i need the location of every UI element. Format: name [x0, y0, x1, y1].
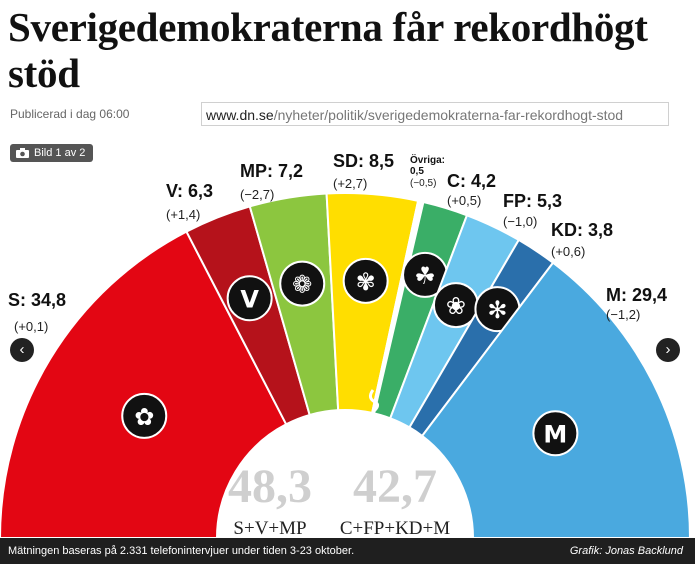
url-domain: www.dn.se	[206, 107, 274, 123]
label-kd: KD: 3,8	[551, 220, 613, 240]
svg-text:✻: ✻	[487, 296, 507, 324]
bloc-total-1: 48,3	[228, 460, 312, 513]
v-icon: V	[226, 275, 273, 322]
image-counter-text: Bild 1 av 2	[34, 147, 86, 159]
svg-text:☘: ☘	[414, 262, 436, 290]
poll-semicircle-chart: ✿ S: 34,8 (+0,1) V V: 6,3 (+1,4) ❁ MP: 7,2 (−2,7…	[0, 151, 692, 539]
svg-text:✿: ✿	[134, 403, 154, 431]
flower-icon: ✾	[342, 257, 389, 304]
inner-disc	[217, 410, 473, 538]
label-övriga: Övriga:	[410, 153, 445, 166]
bloc-label-1: S+V+MP	[233, 518, 306, 539]
label-s: S: 34,8	[8, 290, 66, 310]
prev-image-button[interactable]: ‹	[10, 338, 34, 362]
svg-text:M: M	[543, 420, 567, 448]
svg-text:❀: ❀	[446, 292, 466, 320]
prev-arrow-icon: ‹	[19, 341, 25, 358]
m-icon: M	[532, 410, 579, 457]
value-övriga: 0,5	[410, 166, 424, 177]
change-c: (+0,5)	[447, 193, 481, 208]
next-image-button[interactable]: ›	[656, 338, 680, 362]
dandelion-icon: ❁	[279, 260, 326, 307]
svg-text:✾: ✾	[356, 268, 376, 296]
url-path: /nyheter/politik/sverigedemokraterna-far…	[273, 107, 624, 123]
change-kd: (+0,6)	[551, 244, 585, 259]
svg-text:❁: ❁	[292, 271, 312, 299]
change-övriga: (−0,5)	[410, 178, 436, 189]
label-sd: SD: 8,5	[333, 151, 394, 171]
label-c: C: 4,2	[447, 171, 496, 191]
label-mp: MP: 7,2	[240, 161, 303, 181]
change-s: (+0,1)	[14, 319, 48, 334]
label-m: M: 29,4	[606, 285, 667, 305]
change-mp: (−2,7)	[240, 187, 274, 202]
bloc-total-2: 42,7	[353, 460, 437, 513]
caption-bar: Mätningen baseras på 2.331 telefoninterv…	[0, 538, 695, 564]
svg-text:V: V	[240, 285, 259, 313]
caption-note: Mätningen baseras på 2.331 telefoninterv…	[8, 545, 355, 557]
change-v: (+1,4)	[166, 207, 200, 222]
graphic-credit: Grafik: Jonas Backlund	[569, 545, 683, 557]
article-headline: Sverigedemokraterna får rekordhögt stöd	[8, 4, 648, 96]
clover-icon: ☘	[402, 251, 449, 298]
published-date: Publicerad i dag 06:00	[10, 107, 130, 121]
rose-icon: ✿	[121, 392, 168, 439]
change-fp: (−1,0)	[503, 214, 537, 229]
url-field[interactable]: www.dn.se/nyheter/politik/sverigedemokra…	[201, 102, 669, 126]
change-sd: (+2,7)	[333, 176, 367, 191]
label-fp: FP: 5,3	[503, 191, 562, 211]
change-m: (−1,2)	[606, 307, 640, 322]
bloc-label-2: C+FP+KD+M	[340, 518, 450, 539]
bloc-divider	[368, 389, 380, 414]
image-counter-badge: Bild 1 av 2	[10, 144, 94, 162]
camera-icon	[16, 148, 29, 158]
label-v: V: 6,3	[166, 181, 213, 201]
next-arrow-icon: ›	[665, 341, 671, 358]
